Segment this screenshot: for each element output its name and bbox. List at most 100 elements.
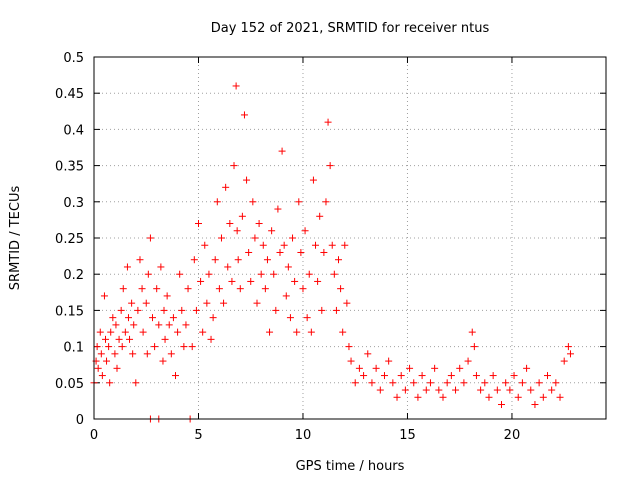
- data-point: [477, 386, 485, 394]
- data-point: [159, 357, 167, 365]
- data-point: [439, 393, 447, 401]
- data-point: [347, 357, 355, 365]
- data-point: [199, 328, 207, 336]
- data-point: [295, 198, 303, 206]
- y-tick-label: 0.35: [55, 160, 84, 175]
- y-tick-label: 0.1: [63, 341, 84, 356]
- data-point: [560, 357, 568, 365]
- data-point: [337, 285, 345, 293]
- data-point: [136, 256, 144, 264]
- data-point: [157, 263, 165, 271]
- data-point: [100, 292, 108, 300]
- x-axis-title: GPS time / hours: [296, 459, 405, 474]
- data-point: [307, 328, 315, 336]
- data-point: [548, 386, 556, 394]
- data-point: [121, 328, 129, 336]
- data-point: [326, 162, 334, 170]
- data-point: [215, 285, 223, 293]
- y-tick-label: 0.25: [55, 232, 84, 247]
- data-point: [236, 285, 244, 293]
- data-point: [174, 328, 182, 336]
- data-point: [161, 335, 169, 343]
- data-point: [201, 241, 209, 249]
- data-point: [126, 335, 134, 343]
- data-point: [144, 270, 152, 278]
- data-point: [514, 393, 522, 401]
- data-point: [431, 364, 439, 372]
- data-point: [489, 372, 497, 380]
- data-point: [184, 285, 192, 293]
- data-point: [339, 328, 347, 336]
- data-point: [397, 372, 405, 380]
- data-point: [312, 241, 320, 249]
- data-point: [255, 220, 263, 228]
- data-point: [115, 335, 123, 343]
- data-point: [188, 343, 196, 351]
- data-point: [406, 364, 414, 372]
- data-point: [213, 198, 221, 206]
- data-point: [289, 234, 297, 242]
- data-point: [351, 379, 359, 387]
- data-point: [124, 314, 132, 322]
- data-point: [163, 292, 171, 300]
- data-point: [470, 343, 478, 351]
- data-point: [539, 393, 547, 401]
- data-point: [119, 285, 127, 293]
- data-point: [472, 372, 480, 380]
- data-point: [322, 198, 330, 206]
- data-point: [194, 220, 202, 228]
- data-point: [556, 393, 564, 401]
- data-point: [234, 256, 242, 264]
- data-point: [493, 386, 501, 394]
- data-point: [309, 176, 317, 184]
- x-tick-label: 10: [295, 428, 312, 443]
- y-tick-label: 0.2: [63, 268, 84, 283]
- data-point: [138, 285, 146, 293]
- data-point: [564, 343, 572, 351]
- x-tick-label: 5: [194, 428, 202, 443]
- data-point: [468, 328, 476, 336]
- data-point: [155, 321, 163, 329]
- data-point: [410, 379, 418, 387]
- y-tick-label: 0.4: [63, 123, 84, 138]
- data-point: [301, 227, 309, 235]
- data-point: [268, 227, 276, 235]
- data-point: [112, 321, 120, 329]
- y-tick-label: 0.5: [63, 51, 84, 66]
- data-point: [360, 372, 368, 380]
- data-point: [105, 343, 113, 351]
- data-point: [253, 299, 261, 307]
- data-point: [314, 277, 322, 285]
- data-point: [518, 379, 526, 387]
- data-point: [552, 379, 560, 387]
- data-point: [452, 386, 460, 394]
- data-point: [143, 350, 151, 358]
- data-point: [345, 343, 353, 351]
- data-point: [280, 241, 288, 249]
- data-point: [324, 118, 332, 126]
- data-point: [128, 299, 136, 307]
- data-point: [435, 386, 443, 394]
- data-point: [209, 314, 217, 322]
- data-point: [203, 299, 211, 307]
- data-point: [527, 386, 535, 394]
- data-point: [93, 343, 101, 351]
- data-point: [165, 321, 173, 329]
- data-point: [418, 372, 426, 380]
- data-point: [422, 386, 430, 394]
- data-point: [97, 350, 105, 358]
- data-point: [240, 111, 248, 119]
- data-point: [320, 248, 328, 256]
- data-point: [117, 306, 125, 314]
- data-point: [232, 82, 240, 90]
- data-point: [230, 162, 238, 170]
- data-point: [332, 306, 340, 314]
- data-point: [178, 306, 186, 314]
- data-point: [190, 256, 198, 264]
- plot-frame: [93, 56, 607, 420]
- data-point: [328, 241, 336, 249]
- data-point: [274, 205, 282, 213]
- data-point: [222, 183, 230, 191]
- data-point: [134, 306, 142, 314]
- data-point: [364, 350, 372, 358]
